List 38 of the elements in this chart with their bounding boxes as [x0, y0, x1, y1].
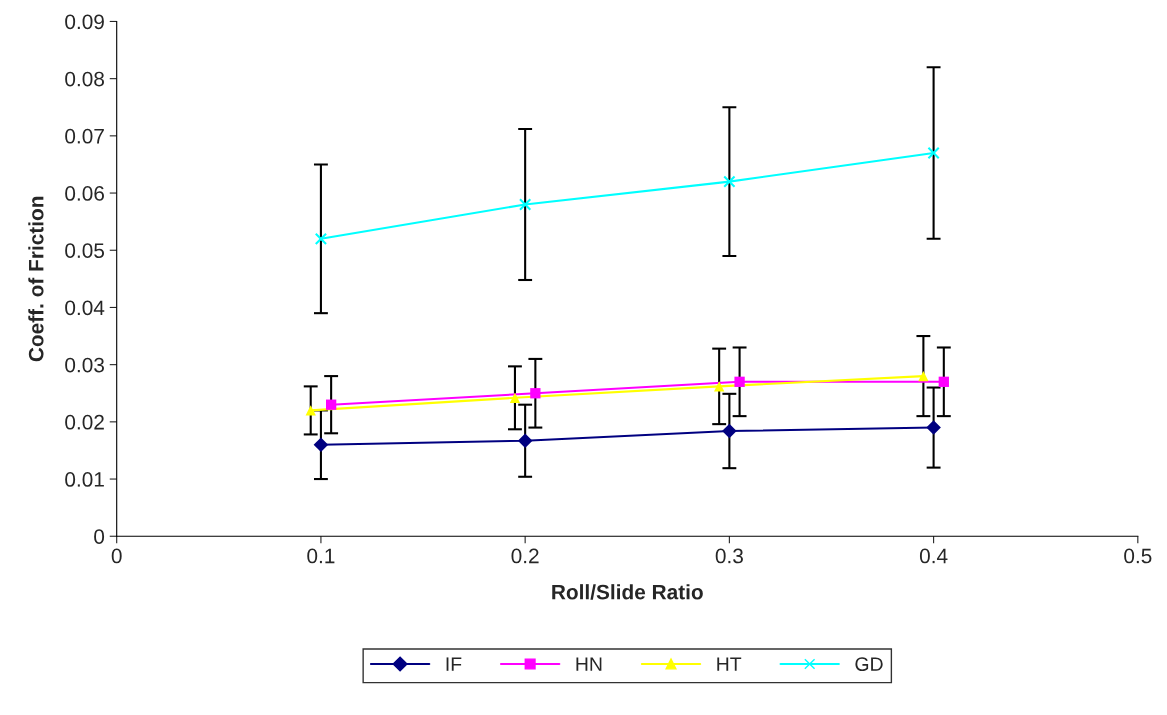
x-tick-label: 0.1 — [307, 548, 335, 564]
point — [723, 175, 736, 188]
y-tick-label: 0.07 — [65, 128, 104, 144]
point — [734, 376, 745, 387]
point — [927, 146, 940, 160]
point — [325, 399, 337, 410]
point — [517, 433, 533, 449]
y-tick-label: 0.02 — [65, 414, 104, 430]
x-tick-label: 0.2 — [511, 548, 539, 564]
y-tick-label: 0.08 — [65, 71, 104, 87]
point — [722, 423, 737, 439]
point — [313, 437, 329, 453]
point — [938, 376, 949, 387]
point — [518, 198, 532, 211]
legend-label: GD — [855, 657, 883, 671]
x-axis-title: Roll/Slide Ratio — [552, 584, 703, 600]
x-tick-label: 0.3 — [715, 548, 743, 564]
legend-label: HN — [576, 657, 602, 671]
legend-label: IF — [446, 657, 462, 671]
y-tick-label: 0.03 — [65, 357, 104, 373]
x-tick-label: 0.5 — [1124, 548, 1152, 564]
y-tick-label: 0 — [94, 529, 105, 544]
point — [305, 405, 316, 416]
y-tick-label: 0.04 — [65, 300, 105, 316]
point — [714, 381, 725, 392]
y-tick-label: 0.06 — [65, 186, 104, 201]
point — [926, 420, 941, 435]
x-tick-label: 0.4 — [919, 548, 948, 564]
y-tick-label: 0.01 — [65, 472, 104, 487]
point — [509, 392, 521, 403]
x-tick-label: 0 — [111, 548, 122, 564]
point — [918, 370, 929, 382]
point — [314, 232, 328, 245]
y-tick-label: 0.05 — [65, 243, 105, 258]
y-tick-label: 0.09 — [65, 14, 104, 30]
point — [530, 388, 541, 399]
legend-label: HT — [717, 657, 742, 671]
y-axis-title: Coeff. of Friction — [28, 196, 44, 362]
